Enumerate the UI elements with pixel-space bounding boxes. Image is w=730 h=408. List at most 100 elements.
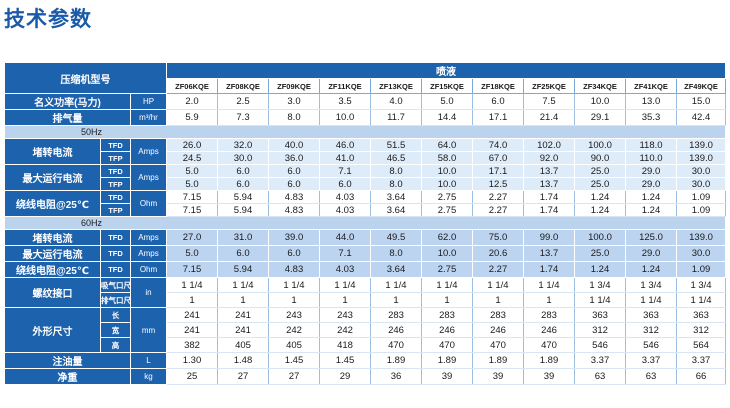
value-cell: 283 [370,307,422,323]
value-cell: 29.0 [625,245,677,262]
value-cell: 32.0 [217,138,269,152]
value-cell: 1.48 [217,352,269,369]
value-cell: 100.0 [574,138,626,152]
value-cell: 8.0 [370,164,422,178]
unit-cell: Amps [130,245,167,262]
section-hz60: 60Hz [3,216,727,230]
sub-label: TFP [100,177,131,191]
row-label: 螺纹接口 [4,277,101,308]
row-label: 排气量 [4,109,131,126]
value-cell: 62.0 [421,229,473,246]
unit-cell: HP [130,93,167,110]
value-cell: 42.4 [675,109,727,126]
value-cell: 1.89 [421,352,473,369]
value-cell: 1.89 [370,352,422,369]
row-lra50-tfd: 堵转电流 TFD Amps 26.0 32.0 40.0 46.0 51.5 64.0 74.0 1… [4,138,727,165]
value-cell: 25 [166,368,218,385]
value-cell: 110.0 [625,151,677,165]
value-cell: 20.6 [472,245,524,262]
value-cell: 29.0 [625,177,677,191]
value-cell: 7.5 [523,93,575,110]
value-cell: 5.9 [166,109,218,126]
value-cell: 3.5 [319,93,371,110]
value-cell: 5.0 [166,177,218,191]
model-header-cell: ZF18KQE [472,78,524,94]
value-cell: 1 1/4 [166,277,218,293]
value-cell: 5.94 [217,261,269,278]
value-cell: 2.75 [421,261,473,278]
sub-label: 吸气口尺寸 [100,277,131,293]
row-res60: 绕线电阻@25℃ TFD Ohm 7.15 5.94 4.83 4.03 3.64 2.75 2.… [4,261,727,278]
value-cell: 418 [319,337,371,353]
row-res50-tfp: TFP 7.15 5.94 4.83 4.03 3.64 2.75 2.27 1.74 1.24 1… [5,203,727,217]
value-cell: 1.30 [166,352,218,369]
value-cell: 1.45 [268,352,320,369]
value-cell: 3.37 [675,352,727,369]
value-cell: 30.0 [675,245,727,262]
value-cell: 312 [625,322,677,338]
value-cell: 3.64 [370,190,422,204]
value-cell: 30.0 [217,151,269,165]
value-cell: 1 1/4 [217,277,269,293]
row-thread-discharge: 排气口尺寸111111111 1/41 1/41 1/4 [5,292,727,308]
value-cell: 30.0 [675,177,727,191]
value-cell: 2.0 [166,93,218,110]
value-cell: 1 3/4 [675,277,727,293]
value-cell: 1 [319,292,371,308]
value-cell: 470 [472,337,524,353]
value-cell: 6.0 [472,93,524,110]
value-cell: 2.5 [217,93,269,110]
value-cell: 7.15 [166,261,218,278]
value-cell: 1.74 [523,261,575,278]
value-cell: 283 [523,307,575,323]
value-cell: 1 1/4 [370,277,422,293]
value-cell: 74.0 [472,138,524,152]
row-dims-height: 高 382 405 405 418 470 470 470 470 546 546 564 [5,337,727,353]
value-cell: 243 [319,307,371,323]
value-cell: 1.09 [675,190,727,204]
value-cell: 27 [217,368,269,385]
unit-cell: Ohm [130,190,167,217]
value-cell: 470 [421,337,473,353]
value-cell: 363 [675,307,727,323]
row-lra50-tfp: TFP 24.5 30.0 36.0 41.0 46.5 58.0 67.0 92.0 90.0 1… [5,151,727,165]
value-cell: 8.0 [370,245,422,262]
value-cell: 241 [217,307,269,323]
value-cell: 5.94 [217,203,269,217]
value-cell: 242 [319,322,371,338]
value-cell: 64.0 [421,138,473,152]
value-cell: 46.0 [319,138,371,152]
value-cell: 1 1/4 [625,292,677,308]
value-cell: 8.0 [370,177,422,191]
value-cell: 5.0 [166,164,218,178]
value-cell: 36 [370,368,422,385]
value-cell: 1.24 [625,203,677,217]
group-header: 喷液 [165,62,727,79]
value-cell: 44.0 [319,229,371,246]
value-cell: 312 [574,322,626,338]
row-label: 最大运行电流 [4,164,101,191]
value-cell: 14.4 [421,109,473,126]
value-cell: 1 1/4 [523,277,575,293]
row-displacement: 排气量 m³/hr 5.9 7.3 8.0 10.0 11.7 14.4 17.1 21.4 29.… [4,109,727,126]
value-cell: 29.0 [625,164,677,178]
value-cell: 1.24 [574,203,626,217]
value-cell: 10.0 [421,245,473,262]
sub-label: 高 [100,337,131,353]
page-title: 技术参数 [4,7,92,31]
value-cell: 7.1 [319,245,371,262]
value-cell: 1.45 [319,352,371,369]
value-cell: 1 1/4 [319,277,371,293]
model-header-cell: ZF34KQE [574,78,626,94]
value-cell: 6.0 [268,164,320,178]
value-cell: 36.0 [268,151,320,165]
sub-label: TFD [100,229,131,246]
model-header-cell: ZF25KQE [523,78,575,94]
value-cell: 312 [675,322,727,338]
value-cell: 139.0 [675,138,727,152]
value-cell: 246 [472,322,524,338]
value-cell: 241 [166,322,218,338]
value-cell: 1.74 [523,190,575,204]
value-cell: 3.37 [625,352,677,369]
value-cell: 13.0 [625,93,677,110]
